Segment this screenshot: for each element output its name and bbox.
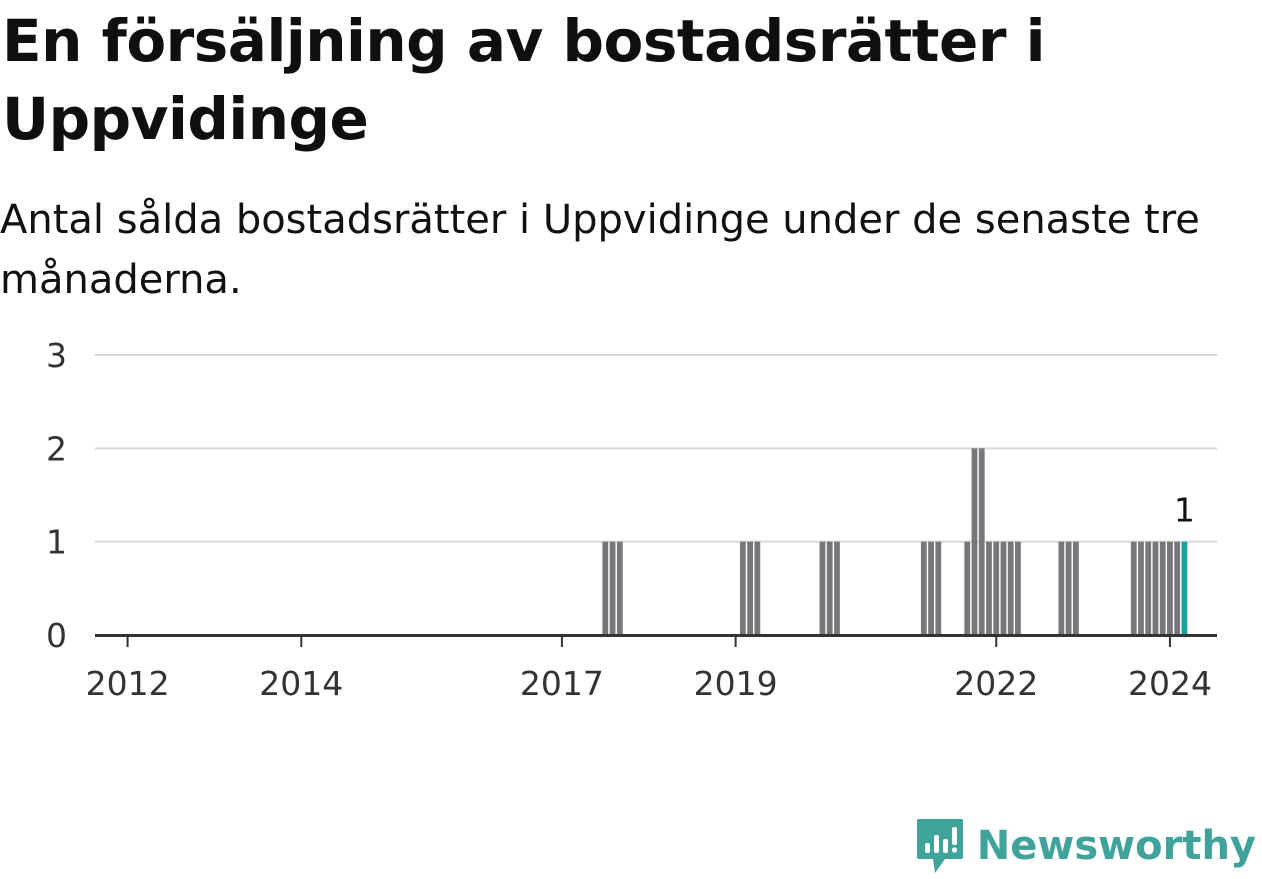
bar (602, 542, 608, 635)
bar (827, 542, 833, 635)
bar (834, 542, 840, 635)
y-tick-label: 2 (46, 429, 67, 468)
y-axis-ticks: 0 1 2 3 (46, 336, 67, 655)
bar (935, 542, 941, 635)
bar (1131, 542, 1137, 635)
bar (617, 542, 623, 635)
bar (820, 542, 826, 635)
bar (754, 542, 760, 635)
bar (610, 542, 616, 635)
chart-subtitle: Antal sålda bostadsrätter i Uppvidinge u… (0, 190, 1250, 310)
bar (1001, 542, 1007, 635)
bar (1174, 542, 1180, 635)
bar (1153, 542, 1159, 635)
bar (747, 542, 753, 635)
annotations: 1 (1174, 491, 1195, 530)
y-tick-label: 0 (46, 616, 67, 655)
bar-highlight (1182, 542, 1188, 635)
highlight-value-label: 1 (1174, 491, 1195, 530)
bar (1066, 542, 1072, 635)
x-tick-label: 2012 (86, 664, 170, 703)
bar (993, 542, 999, 635)
bar (979, 448, 985, 635)
bar (1138, 542, 1144, 635)
newsworthy-logo-text: Newsworthy (977, 823, 1256, 869)
chart-title: En försäljning av bostadsrätter i Uppvid… (2, 2, 1252, 158)
bar (1058, 542, 1064, 635)
bar (740, 542, 746, 635)
newsworthy-logo: Newsworthy (915, 817, 1256, 875)
y-tick-label: 1 (46, 523, 67, 562)
x-tick-label: 2014 (259, 664, 343, 703)
bar (1160, 542, 1166, 635)
bar (1015, 542, 1021, 635)
bar (921, 542, 927, 635)
bar-chart: 0 1 2 3 2012 2014 2017 2019 2022 2024 1 (0, 320, 1262, 720)
grid-lines (95, 355, 1217, 542)
bar (928, 542, 934, 635)
bar (964, 542, 970, 635)
bar (1167, 542, 1173, 635)
x-tick-label: 2024 (1128, 664, 1212, 703)
bar (986, 542, 992, 635)
bar (1145, 542, 1151, 635)
y-tick-label: 3 (46, 336, 67, 375)
newsworthy-logo-icon (915, 817, 965, 875)
x-tick-label: 2019 (694, 664, 778, 703)
bar (1008, 542, 1014, 635)
x-axis-ticks: 2012 2014 2017 2019 2022 2024 (86, 635, 1212, 703)
bar (972, 448, 978, 635)
bar (1073, 542, 1079, 635)
x-tick-label: 2017 (520, 664, 604, 703)
x-tick-label: 2022 (954, 664, 1038, 703)
